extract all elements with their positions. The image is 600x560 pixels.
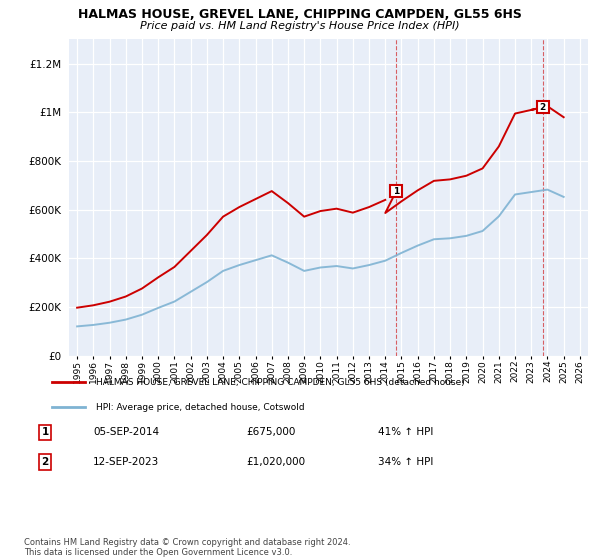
- Text: HALMAS HOUSE, GREVEL LANE, CHIPPING CAMPDEN, GL55 6HS: HALMAS HOUSE, GREVEL LANE, CHIPPING CAMP…: [78, 8, 522, 21]
- Text: 2: 2: [41, 457, 49, 467]
- Text: 1: 1: [393, 187, 399, 196]
- Text: 12-SEP-2023: 12-SEP-2023: [93, 457, 159, 467]
- Text: 05-SEP-2014: 05-SEP-2014: [93, 427, 159, 437]
- Text: HPI: Average price, detached house, Cotswold: HPI: Average price, detached house, Cots…: [96, 403, 305, 412]
- Text: HALMAS HOUSE, GREVEL LANE, CHIPPING CAMPDEN, GL55 6HS (detached house): HALMAS HOUSE, GREVEL LANE, CHIPPING CAMP…: [96, 378, 465, 387]
- Text: 2: 2: [539, 103, 546, 112]
- Text: Contains HM Land Registry data © Crown copyright and database right 2024.
This d: Contains HM Land Registry data © Crown c…: [24, 538, 350, 557]
- Text: Price paid vs. HM Land Registry's House Price Index (HPI): Price paid vs. HM Land Registry's House …: [140, 21, 460, 31]
- Text: 41% ↑ HPI: 41% ↑ HPI: [378, 427, 433, 437]
- Text: 34% ↑ HPI: 34% ↑ HPI: [378, 457, 433, 467]
- Text: £675,000: £675,000: [246, 427, 295, 437]
- Text: 1: 1: [41, 427, 49, 437]
- Text: £1,020,000: £1,020,000: [246, 457, 305, 467]
